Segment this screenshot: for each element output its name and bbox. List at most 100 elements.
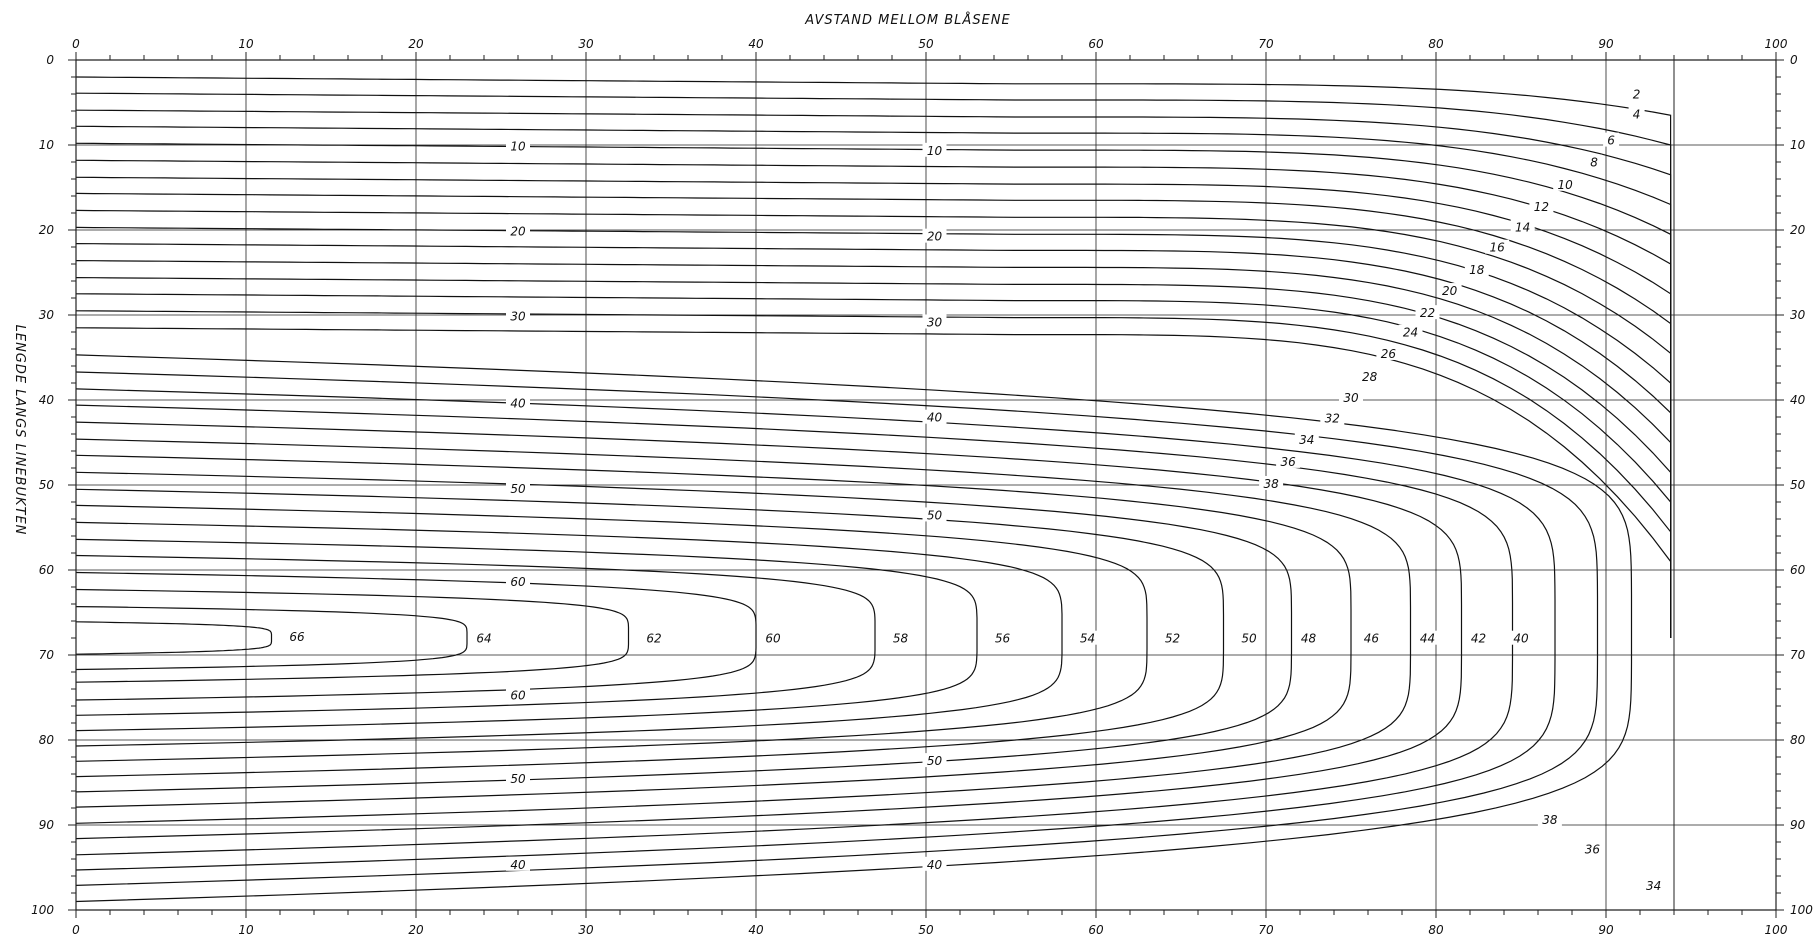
- contour-label: 6: [1607, 134, 1615, 148]
- contour-label-bg: [1509, 630, 1533, 645]
- x-tick-label-bottom: 30: [578, 923, 594, 937]
- y-tick-label-left: 50: [39, 478, 55, 492]
- contour-label: 16: [1490, 241, 1506, 255]
- contour-label-bg: [1641, 878, 1666, 893]
- y-tick-label-left: 0: [46, 53, 54, 67]
- contour-label: 30: [927, 316, 943, 330]
- contour-line: [75, 327, 1672, 638]
- contour-line: [75, 277, 1672, 638]
- contour-label: 40: [510, 396, 526, 410]
- axes: 0010102020303040405050606070708080909010…: [31, 37, 1813, 937]
- y-tick-label-right: 20: [1790, 223, 1806, 237]
- contour-line: [75, 421, 1463, 840]
- contour-label-bg: [1510, 219, 1535, 234]
- contour-label: 56: [995, 632, 1011, 646]
- contour-label-bg: [1339, 390, 1363, 405]
- contour-label: 4: [1633, 107, 1641, 121]
- contour-line: [75, 404, 1514, 856]
- y-tick-label-right: 30: [1790, 308, 1806, 322]
- contour-label: 66: [289, 630, 305, 644]
- y-tick-label-right: 60: [1790, 563, 1806, 577]
- y-tick-label-right: 10: [1790, 138, 1806, 152]
- y-axis-label: LENGDE LANGS LINEBUKTEN: [12, 325, 27, 536]
- y-tick-label-left: 40: [39, 393, 55, 407]
- contour-label-bg: [1537, 811, 1562, 826]
- contour-label: 28: [1362, 370, 1378, 384]
- contour-label-bg: [922, 228, 947, 243]
- x-tick-label-bottom: 10: [238, 923, 254, 937]
- contour-label: 20: [927, 230, 943, 244]
- contour-line: [75, 310, 1672, 638]
- contour-label: 20: [510, 225, 526, 239]
- contour-line: [75, 243, 1672, 638]
- contour-label: 40: [927, 858, 943, 872]
- y-tick-label-left: 80: [39, 733, 55, 747]
- x-tick-label-top: 50: [918, 37, 934, 51]
- contour-label: 32: [1325, 412, 1340, 426]
- contour-label: 20: [1442, 284, 1458, 298]
- contour-line: [75, 192, 1672, 638]
- contour-label: 10: [510, 140, 526, 154]
- contour-label-bg: [922, 753, 947, 768]
- contour-line: [75, 125, 1672, 638]
- contour-label: 10: [927, 144, 943, 158]
- y-tick-label-right: 40: [1790, 393, 1806, 407]
- contour-label-bg: [506, 481, 530, 496]
- contour-label-bg: [506, 395, 530, 410]
- contour-label-bg: [506, 856, 530, 871]
- contour-label-bg: [642, 630, 666, 645]
- contour-label: 34: [1646, 879, 1661, 893]
- x-tick-label-top: 60: [1088, 37, 1104, 51]
- contour-label: 40: [927, 411, 943, 425]
- contour-label: 52: [1165, 632, 1180, 646]
- contour-label-bg: [1415, 630, 1440, 645]
- y-tick-label-left: 20: [39, 223, 55, 237]
- x-tick-label-top: 10: [238, 37, 254, 51]
- y-tick-label-left: 30: [39, 308, 55, 322]
- contour-label-bg: [506, 770, 530, 785]
- contour-label-bg: [761, 630, 785, 645]
- contour-lines: [75, 76, 1672, 903]
- contour-line: [75, 388, 1556, 871]
- y-tick-label-right: 0: [1790, 53, 1798, 67]
- contour-label-bg: [1437, 283, 1462, 298]
- x-tick-label-bottom: 60: [1088, 923, 1104, 937]
- contour-line: [75, 538, 978, 732]
- x-tick-label-bottom: 70: [1258, 923, 1274, 937]
- contour-line: [75, 226, 1672, 638]
- contour-label-bg: [990, 630, 1015, 645]
- y-tick-label-left: 70: [39, 648, 55, 662]
- x-tick-label-top: 80: [1428, 37, 1444, 51]
- contour-line: [75, 371, 1599, 886]
- contour-line: [75, 621, 273, 655]
- contour-label: 30: [1343, 391, 1359, 405]
- contour-line: [75, 554, 876, 716]
- contour-line: [75, 293, 1672, 638]
- contour-line: [75, 454, 1352, 808]
- contour-label: 64: [476, 632, 491, 646]
- contour-line: [75, 471, 1293, 793]
- x-tick-label-top: 30: [578, 37, 594, 51]
- contour-label-bg: [1276, 453, 1301, 468]
- y-tick-label-left: 100: [31, 903, 54, 917]
- contour-label-bg: [1376, 345, 1401, 360]
- contour-line: [75, 488, 1225, 778]
- contour-line: [75, 260, 1672, 638]
- contour-label-bg: [506, 308, 530, 323]
- contour-label: 60: [510, 575, 526, 589]
- contour-label: 38: [1542, 813, 1558, 827]
- contour-label: 50: [1241, 632, 1257, 646]
- contour-label-bg: [922, 507, 947, 522]
- contour-label: 62: [646, 632, 661, 646]
- contour-label: 36: [1280, 455, 1296, 469]
- contour-label-bg: [1160, 630, 1185, 645]
- contour-line: [75, 142, 1672, 638]
- contour-label: 58: [893, 632, 909, 646]
- contour-label: 48: [1301, 632, 1317, 646]
- contour-label: 24: [1403, 326, 1418, 340]
- y-tick-label-right: 90: [1790, 818, 1806, 832]
- contour-label-bg: [1529, 198, 1554, 213]
- contour-line: [75, 588, 630, 683]
- x-tick-label-bottom: 100: [1765, 923, 1788, 937]
